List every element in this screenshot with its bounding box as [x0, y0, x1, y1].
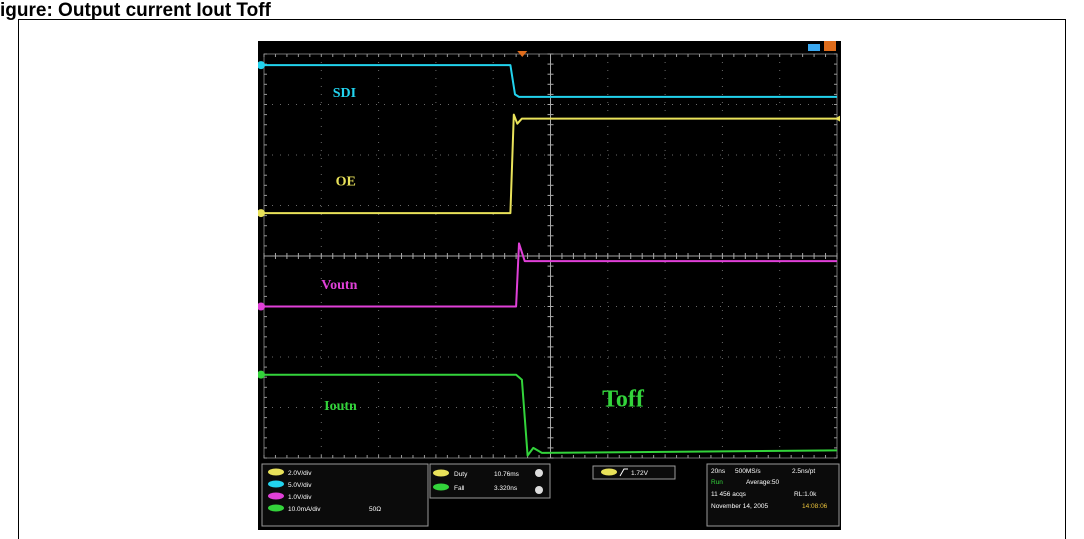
trace-labels: SDI OE Voutn Ioutn Toff — [321, 86, 645, 414]
figure-caption: igure: Output current Iout Toff — [0, 0, 271, 21]
meas2-badge-icon — [433, 483, 449, 491]
graticule — [263, 51, 838, 459]
meas1-stats-icon — [535, 469, 543, 477]
ch3-scale: 1.0V/div — [288, 494, 312, 501]
acquisition-box — [706, 463, 840, 527]
channel-marker-ioutn — [257, 370, 265, 379]
trace-oe — [264, 113, 837, 215]
capture-time: 14:08:06 — [802, 503, 828, 510]
ch4-scale: 10.0mA/div — [288, 506, 321, 513]
channel-marker-sdi — [257, 61, 265, 70]
sample-rate: 500MS/s — [735, 468, 761, 475]
trace-ioutn — [264, 373, 838, 457]
meas1-value: 10.76ms — [494, 471, 520, 478]
acquisition-count: 11 456 acqs — [711, 491, 747, 498]
channel-marker-voutn — [257, 302, 265, 311]
figure-frame — [18, 19, 1066, 539]
ch4-impedance: 50Ω — [369, 506, 381, 513]
status-panel: 2.0V/div 5.0V/div 1.0V/div 10.0mA/div 50… — [261, 463, 840, 527]
trace-sdi — [264, 64, 837, 98]
record-resolution: 2.5ns/pt — [792, 468, 815, 475]
rising-edge-icon — [619, 468, 628, 477]
oscilloscope-display: SDI OE Voutn Ioutn Toff 2.0V/div 5.0V/div 1.… — [257, 41, 841, 530]
trace-voutn — [264, 242, 837, 308]
acquire-mode: Average:50 — [746, 479, 780, 486]
ch1-badge-icon — [268, 468, 284, 476]
measurement-box — [429, 463, 551, 499]
channel-marker-oe — [257, 209, 265, 218]
meas1-name: Duty — [454, 471, 468, 478]
window-minimize-icon[interactable] — [808, 44, 820, 51]
meas1-badge-icon — [433, 469, 449, 477]
oscilloscope-screenshot: SDI OE Voutn Ioutn Toff 2.0V/div 5.0V/div 1.… — [257, 41, 841, 530]
waveform-traces — [264, 64, 838, 457]
trigger-level: 1.72V — [631, 470, 649, 477]
meas2-name: Fall — [454, 485, 465, 492]
capture-date: November 14, 2005 — [711, 503, 768, 510]
ch3-badge-icon — [268, 492, 284, 500]
record-length: RL:1.0k — [794, 491, 817, 498]
meas2-stats-icon — [535, 486, 543, 494]
trigger-position-marker — [517, 51, 528, 57]
ch2-badge-icon — [268, 480, 284, 488]
trace-label-oe: OE — [336, 174, 356, 189]
ch1-scale: 2.0V/div — [288, 470, 312, 477]
channel-markers — [257, 61, 840, 379]
ch2-scale: 5.0V/div — [288, 482, 312, 489]
trace-label-sdi: SDI — [333, 86, 356, 101]
trace-label-ioutn: Ioutn — [324, 399, 357, 414]
screen-background — [258, 41, 841, 530]
timebase: 20ns — [711, 468, 726, 475]
trace-label-voutn: Voutn — [321, 278, 357, 293]
trigger-level-marker — [835, 115, 840, 122]
window-close-icon[interactable] — [824, 41, 836, 51]
toff-annotation: Toff — [602, 386, 645, 412]
trigger-source-icon — [601, 468, 617, 476]
meas2-value: 3.320ns — [494, 485, 518, 492]
channel-scale-box — [261, 463, 429, 527]
run-state: Run — [711, 479, 723, 486]
ch4-badge-icon — [268, 504, 284, 512]
